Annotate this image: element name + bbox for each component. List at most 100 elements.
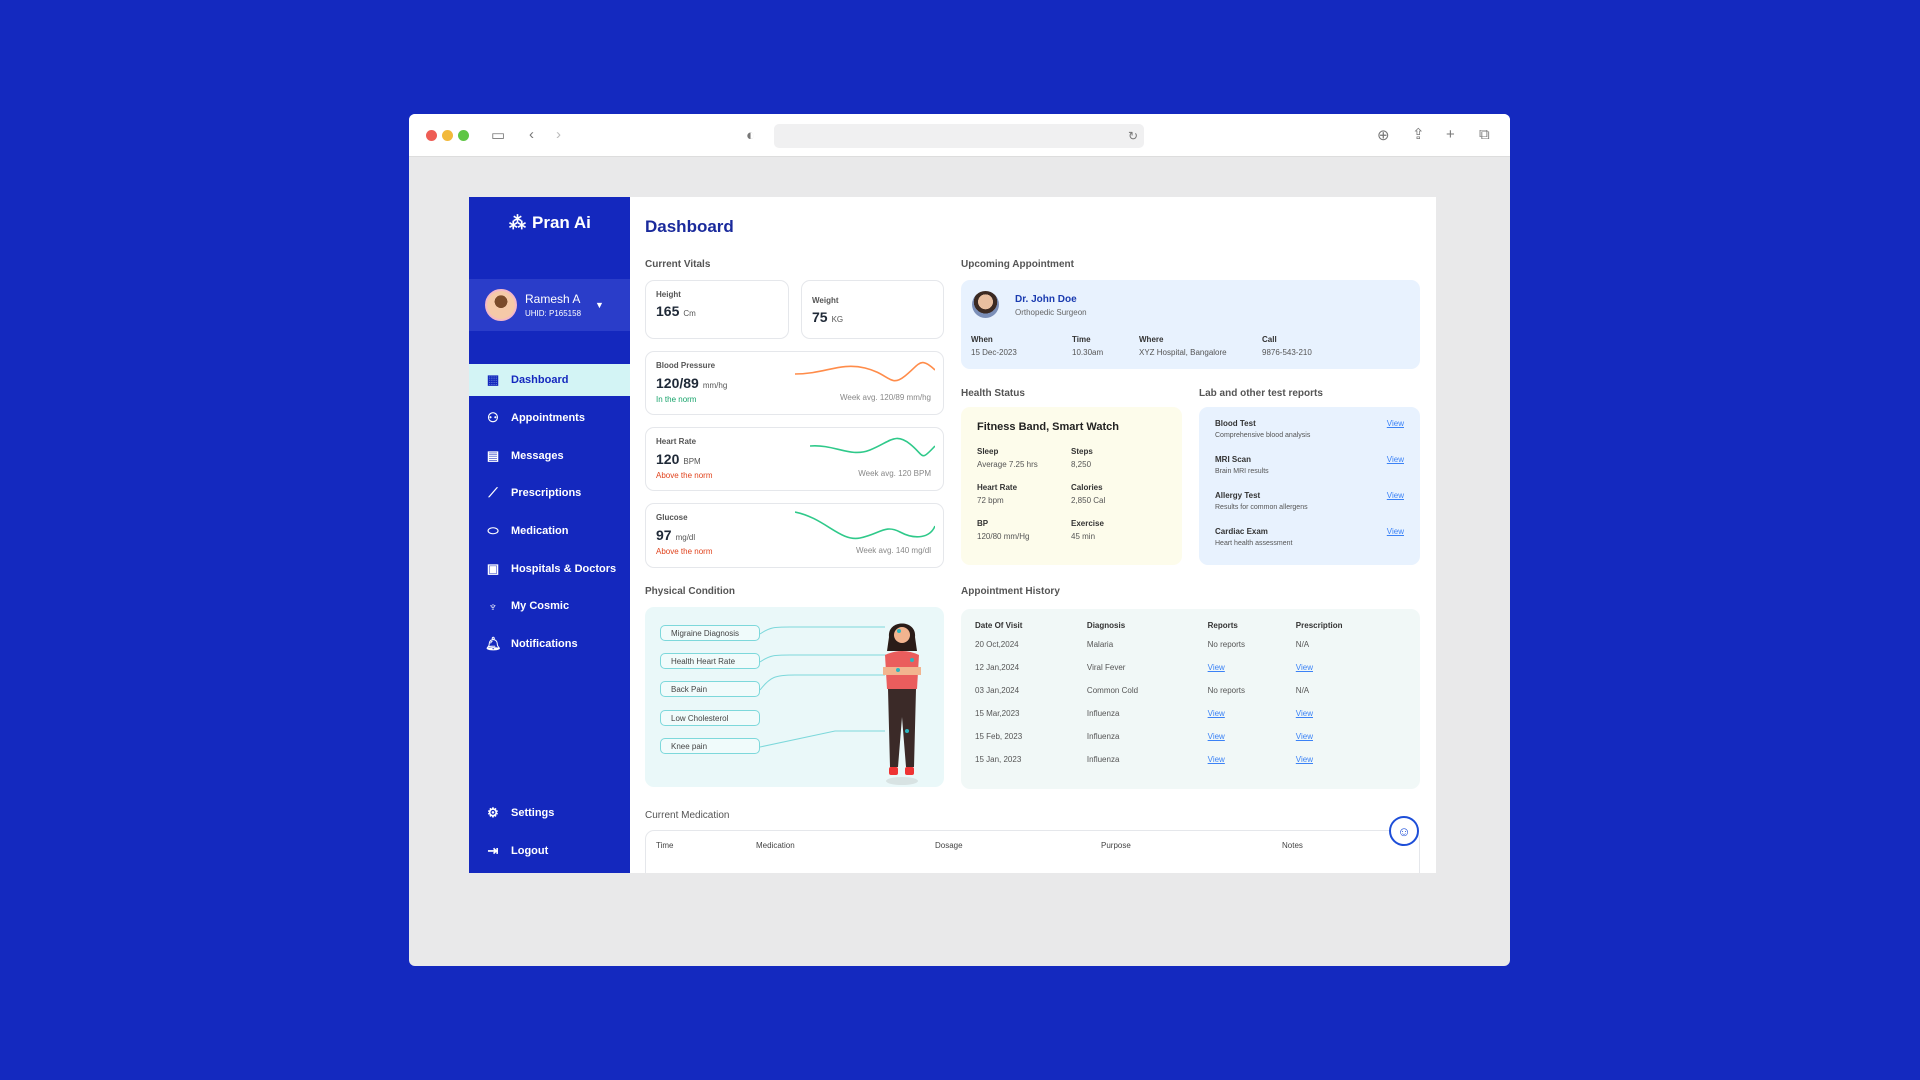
glucose-sparkline (795, 511, 935, 540)
nav-label: Messages (511, 450, 564, 462)
browser-window: ▭ ‹ › ◐ ↻ ⊕ ⇪ + ⧉ ⁂ Pran Ai Ramesh A UHID:… (409, 114, 1510, 966)
table-cell: 03 Jan,2024 (975, 686, 1020, 695)
view-link[interactable]: View (1295, 709, 1313, 718)
upcoming-appointment-card: Dr. John Doe Orthopedic Surgeon When 15 D… (961, 280, 1420, 369)
glucose-unit: mg/dl (675, 533, 696, 542)
table-cell: N/A (1296, 633, 1406, 656)
appt-when: When 15 Dec-2023 (971, 335, 1017, 357)
avatar (485, 289, 517, 321)
hr-status: Above the norm (656, 471, 713, 480)
sidebar-item-my-cosmic[interactable]: ♆ My Cosmic (469, 590, 630, 622)
col-notes: Notes (1282, 841, 1303, 850)
appt-where: Where XYZ Hospital, Bangalore (1139, 335, 1227, 357)
address-bar[interactable]: ↻ (774, 124, 1144, 148)
table-cell: Influenza (1086, 709, 1120, 718)
nav-label: Hospitals & Doctors (511, 563, 617, 575)
table-cell: Common Cold (1087, 679, 1208, 702)
view-link[interactable]: View (1386, 455, 1404, 464)
glucose-value: 97 (656, 527, 672, 543)
tabs-icon[interactable]: ⧉ (1479, 126, 1490, 143)
condition-tag[interactable]: Knee pain (660, 738, 760, 754)
sidebar-item-messages[interactable]: ▤ Messages (469, 440, 630, 472)
fitness-card: Fitness Band, Smart Watch Sleep Average 7… (961, 407, 1182, 565)
main-content: Dashboard Current Vitals Height 165 Cm We… (645, 197, 1436, 873)
user-profile[interactable]: Ramesh A UHID: P165158 ▼ (469, 279, 630, 331)
view-link[interactable]: View (1295, 732, 1313, 741)
sidebar-item-appointments[interactable]: ⚇ Appointments (469, 402, 630, 434)
stat-heart-rate: Heart Rate 72 bpm (977, 483, 1018, 505)
chevron-down-icon[interactable]: ▼ (595, 300, 604, 310)
condition-tag[interactable]: Health Heart Rate (660, 653, 760, 669)
glucose-card: Glucose 97 mg/dl Above the norm Week avg.… (645, 503, 944, 568)
table-cell: 03 Jan,2024 (975, 679, 1087, 702)
hr-label: Heart Rate (656, 437, 697, 446)
doctor-avatar (972, 291, 999, 318)
table-cell: Influenza (1087, 725, 1208, 748)
table-cell: Viral Fever (1086, 663, 1126, 672)
close-window-button[interactable] (426, 130, 437, 141)
minimize-window-button[interactable] (442, 130, 453, 141)
view-link[interactable]: View (1295, 663, 1313, 672)
gear-icon: ⚙ (487, 805, 499, 820)
table-cell: 15 Mar,2023 (975, 709, 1020, 718)
sidebar-item-hospitals-doctors[interactable]: ▣ Hospitals & Doctors (469, 553, 630, 585)
view-link[interactable]: View (1207, 709, 1225, 718)
sidebar-icon[interactable]: ▭ (491, 127, 506, 144)
chatbot-icon[interactable]: ☺ (1389, 816, 1419, 846)
table-cell: 15 Jan, 2023 (975, 755, 1022, 764)
view-link[interactable]: View (1207, 732, 1225, 741)
nav-label: My Cosmic (511, 600, 570, 612)
stat-sleep: Sleep Average 7.25 hrs (977, 447, 1038, 469)
appt-time: Time 10.30am (1072, 335, 1104, 357)
lab-item: MRI Scan Brain MRI results View (1215, 455, 1404, 475)
col-date: Date Of Visit (975, 620, 1023, 630)
appointment-history-table: Date Of Visit Diagnosis Reports Prescrip… (975, 617, 1406, 771)
condition-tag[interactable]: Low Cholesterol (660, 710, 760, 726)
table-cell: View (1296, 656, 1406, 679)
table-row: 03 Jan,2024 Common Cold No reports N/A (975, 679, 1406, 702)
physical-condition-title: Physical Condition (645, 586, 736, 597)
view-link[interactable]: View (1207, 755, 1225, 764)
table-cell: Viral Fever (1087, 656, 1208, 679)
condition-tag[interactable]: Back Pain (660, 681, 760, 697)
physical-condition-card: Migraine Diagnosis Health Heart Rate Bac… (645, 607, 944, 787)
sidebar-item-prescriptions[interactable]: ⟋ Prescriptions (469, 477, 630, 509)
height-value: 165 (656, 303, 680, 319)
view-link[interactable]: View (1386, 527, 1404, 536)
stat-calories: Calories 2,850 Cal (1071, 483, 1106, 505)
table-cell: 12 Jan,2024 (975, 663, 1020, 672)
user-name: Ramesh A (525, 292, 581, 306)
share-icon[interactable]: ⇪ (1412, 126, 1425, 143)
sidebar-item-notifications[interactable]: 🔔︎ Notifications (469, 628, 630, 660)
table-cell: Influenza (1086, 755, 1120, 764)
condition-tag[interactable]: Migraine Diagnosis (660, 625, 760, 641)
view-link[interactable]: View (1207, 663, 1225, 672)
reload-icon[interactable]: ↻ (1127, 129, 1138, 143)
forward-icon[interactable]: › (556, 126, 561, 143)
sidebar-item-settings[interactable]: ⚙ Settings (469, 797, 630, 829)
bp-value: 120/89 (656, 375, 699, 391)
back-icon[interactable]: ‹ (529, 126, 534, 143)
download-icon[interactable]: ⊕ (1377, 127, 1390, 144)
view-link[interactable]: View (1386, 491, 1404, 500)
maximize-window-button[interactable] (458, 130, 469, 141)
table-cell: 20 Oct,2024 (975, 640, 1019, 649)
new-tab-icon[interactable]: + (1446, 126, 1455, 143)
stat-steps: Steps 8,250 (1071, 447, 1093, 469)
sidebar-item-medication[interactable]: ⬭ Medication (469, 515, 630, 547)
table-cell: No reports (1208, 633, 1296, 656)
sidebar-item-logout[interactable]: ⇥ Logout (469, 835, 630, 867)
view-link[interactable]: View (1386, 419, 1404, 428)
doctor-name[interactable]: Dr. John Doe (1015, 294, 1077, 305)
view-link[interactable]: View (1295, 755, 1313, 764)
nav-label: Notifications (511, 638, 578, 650)
table-cell: Malaria (1087, 633, 1208, 656)
height-label: Height (656, 290, 681, 299)
col-diagnosis: Diagnosis (1086, 620, 1126, 630)
logo[interactable]: ⁂ Pran Ai (509, 213, 591, 233)
hr-week-avg: Week avg. 120 BPM (858, 469, 931, 478)
current-medication-title: Current Medication (645, 810, 730, 821)
nav-label: Dashboard (511, 374, 569, 386)
weight-unit: KG (831, 315, 844, 324)
sidebar-item-dashboard[interactable]: ▦ Dashboard (469, 364, 630, 396)
